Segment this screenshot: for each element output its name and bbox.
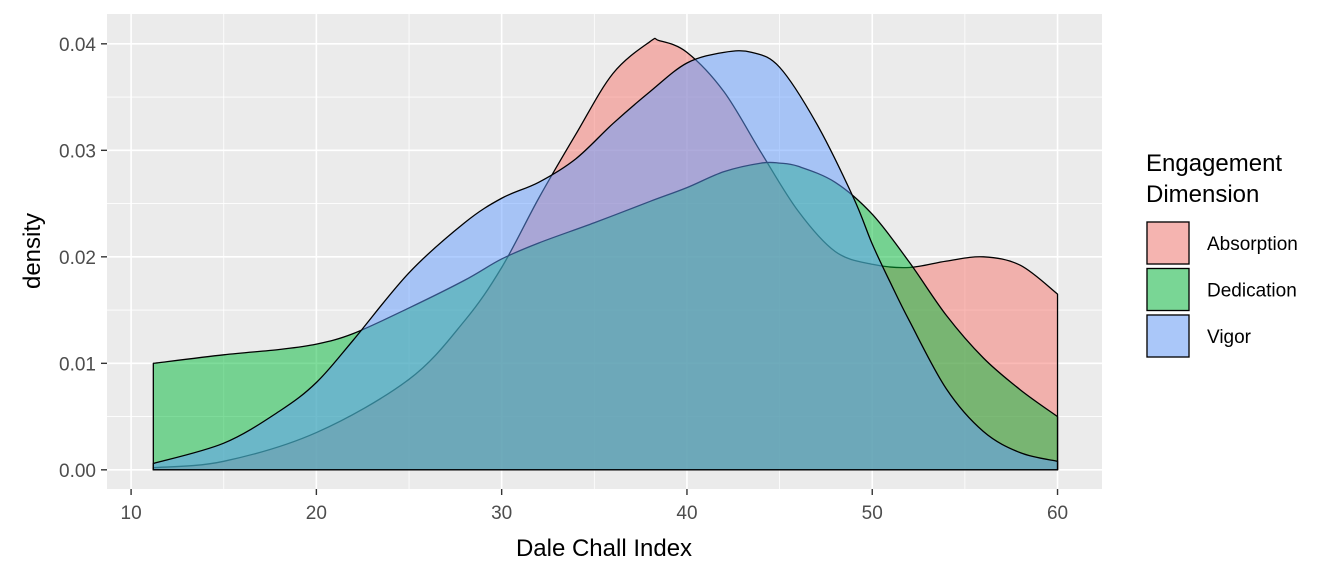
- legend-label-vigor: Vigor: [1207, 327, 1252, 348]
- legend-key-absorption: [1146, 221, 1190, 265]
- y-tick-label: 0.02: [59, 248, 96, 269]
- legend-label-dedication: Dedication: [1207, 281, 1297, 302]
- x-tick-label: 20: [306, 503, 327, 524]
- density-area-vigor: [152, 50, 1059, 471]
- legend-title-line-2: Dimension: [1146, 181, 1259, 208]
- legend-title-line-1: Engagement: [1146, 150, 1282, 177]
- y-tick-label: 0.04: [59, 35, 96, 56]
- x-tick-label: 40: [676, 503, 697, 524]
- x-axis: 10 20 30 40 50 60: [121, 489, 1068, 524]
- x-tick-label: 10: [121, 503, 142, 524]
- legend: Engagement Dimension Absorption Dedicatio…: [1146, 150, 1298, 358]
- legend-key-vigor: [1146, 314, 1190, 358]
- density-areas: [152, 37, 1059, 471]
- x-tick-label: 30: [491, 503, 512, 524]
- legend-key-dedication: [1146, 267, 1190, 312]
- legend-items: Absorption Dedication Vigor: [1146, 221, 1298, 358]
- y-tick-label: 0.01: [59, 354, 96, 375]
- x-axis-title: Dale Chall Index: [516, 535, 692, 562]
- legend-label-absorption: Absorption: [1207, 234, 1298, 255]
- y-tick-label: 0.03: [59, 141, 96, 162]
- x-tick-label: 60: [1047, 503, 1068, 524]
- x-tick-label: 50: [862, 503, 883, 524]
- y-axis-title: density: [19, 213, 46, 289]
- y-axis: 0.00 0.01 0.02 0.03 0.04: [59, 35, 107, 482]
- legend-title: Engagement Dimension: [1146, 150, 1289, 208]
- y-tick-label: 0.00: [59, 461, 96, 482]
